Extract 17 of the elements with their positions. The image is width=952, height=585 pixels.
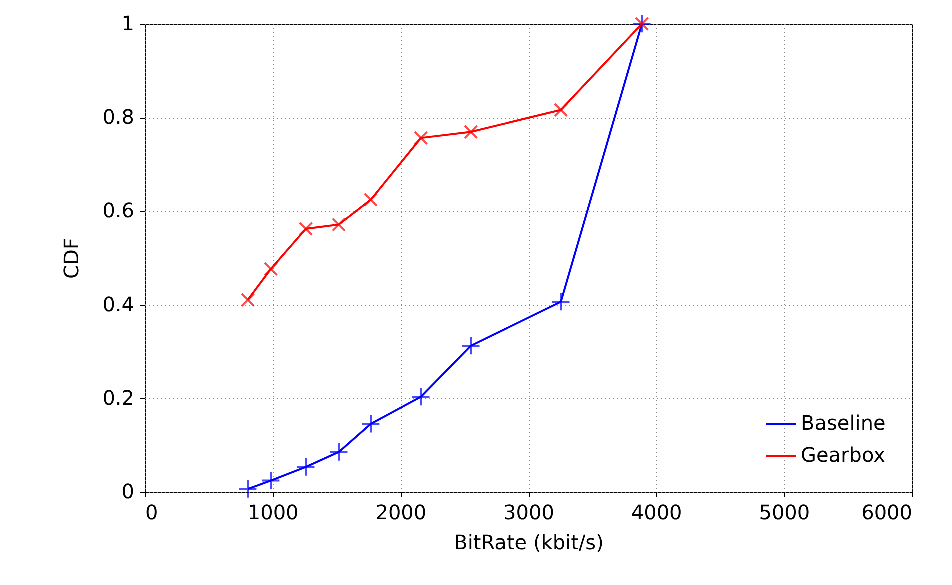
x-tick-label: 1000 <box>248 500 299 524</box>
x-tick-label: 0 <box>146 500 158 524</box>
x-axis-title: BitRate (kbit/s) <box>454 530 604 554</box>
x-tick-label: 5000 <box>759 500 810 524</box>
y-axis-title: CDF <box>60 238 84 279</box>
y-tick-label: 0.6 <box>102 198 134 223</box>
x-tick-label: 6000 <box>862 500 912 524</box>
x-tick-label: 4000 <box>631 500 682 524</box>
y-tick-label: 0.2 <box>102 386 134 410</box>
x-tick-label: 3000 <box>504 500 554 524</box>
x-tick-label: 2000 <box>376 500 427 524</box>
legend-label: Gearbox <box>801 443 886 467</box>
y-tick-label: 0.4 <box>102 292 134 316</box>
y-tick-label: 0 <box>122 480 134 504</box>
y-tick-label: 0.8 <box>102 105 134 130</box>
y-tick-label: 1 <box>122 12 134 36</box>
legend-label: Baseline <box>801 411 886 435</box>
